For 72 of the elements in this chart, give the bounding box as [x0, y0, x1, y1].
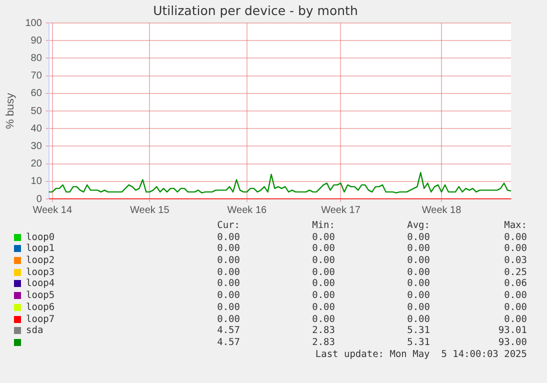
y-tick-label: 20	[30, 158, 42, 170]
text: 0.00	[503, 243, 527, 254]
y-tick-label: 70	[30, 70, 42, 82]
text: 5.31	[406, 325, 430, 336]
text: 0.00	[311, 232, 335, 243]
x-tick-label: Week 18	[422, 204, 462, 216]
text: 0.00	[311, 266, 335, 278]
text: 0.00	[406, 314, 430, 324]
chart-title: Utilization per device - by month	[153, 2, 358, 18]
text: 0.00	[406, 302, 430, 313]
text: Avg:	[406, 220, 430, 231]
text: 0.00	[311, 314, 335, 324]
text: 2.83	[311, 325, 335, 336]
text: Last update: Mon May 5 14:00:03 2025	[314, 348, 527, 360]
text: 0.00	[406, 232, 430, 243]
text: 0.00	[216, 278, 240, 290]
x-tick-label: Week 15	[130, 204, 170, 216]
text: 5.31	[406, 336, 430, 348]
text: 2.83	[311, 336, 335, 348]
text: 0.00	[216, 243, 240, 254]
y-tick-label: 100	[25, 18, 42, 29]
y-tick-label: 90	[30, 35, 42, 46]
text: 0.00	[406, 266, 430, 278]
text: 0.00	[503, 290, 527, 302]
text: 0.00	[406, 255, 430, 266]
text: 0.00	[503, 232, 527, 243]
y-tick-label: 40	[30, 123, 42, 134]
text: 0.00	[216, 302, 240, 313]
text: 0.03	[503, 255, 527, 266]
x-tick-label: Week 16	[227, 204, 268, 216]
y-axis-title: % busy	[4, 92, 17, 130]
legend-label: loop0	[26, 232, 55, 243]
text: 0.00	[503, 302, 527, 313]
text: 0.00	[503, 314, 527, 324]
text: Max:	[503, 220, 527, 231]
y-tick-label: 10	[30, 176, 42, 188]
legend-label: loop6	[26, 302, 55, 313]
text: Cur:	[216, 220, 240, 231]
text: 0.00	[216, 232, 240, 243]
text: 0.00	[406, 278, 430, 290]
y-tick-label: 80	[30, 52, 42, 64]
text: 0.00	[216, 314, 240, 324]
text: 0.00	[216, 255, 240, 266]
text: 0.00	[406, 243, 430, 254]
y-tick-label: 30	[30, 140, 42, 152]
text: 4.57	[216, 325, 240, 336]
text: 93.00	[497, 336, 527, 348]
legend-label: loop7	[26, 314, 55, 324]
text: 0.00	[216, 290, 240, 302]
text: 0.06	[503, 278, 527, 290]
text: 4.57	[216, 336, 240, 348]
text: Min:	[311, 220, 335, 231]
legend-label: loop3	[26, 266, 55, 278]
legend-label: loop5	[26, 290, 55, 302]
text: 0.00	[311, 255, 335, 266]
y-tick-label: 0	[36, 194, 42, 205]
legend-label: loop4	[26, 278, 55, 290]
text: 93.01	[497, 325, 527, 336]
y-tick-label: 60	[30, 88, 42, 100]
text: 0.00	[311, 302, 335, 313]
text: 0.00	[216, 266, 240, 278]
text: 0.00	[406, 290, 430, 302]
x-tick-label: Week 17	[321, 204, 361, 216]
text: 0.00	[311, 290, 335, 302]
y-tick-label: 50	[30, 106, 42, 117]
text: 0.00	[311, 278, 335, 290]
legend-label: loop2	[26, 255, 55, 266]
legend-label: sda	[26, 325, 44, 336]
text: 0.00	[311, 243, 335, 254]
legend-label: loop1	[26, 243, 55, 254]
x-tick-label: Week 14	[32, 204, 72, 216]
text: 0.25	[503, 266, 527, 278]
